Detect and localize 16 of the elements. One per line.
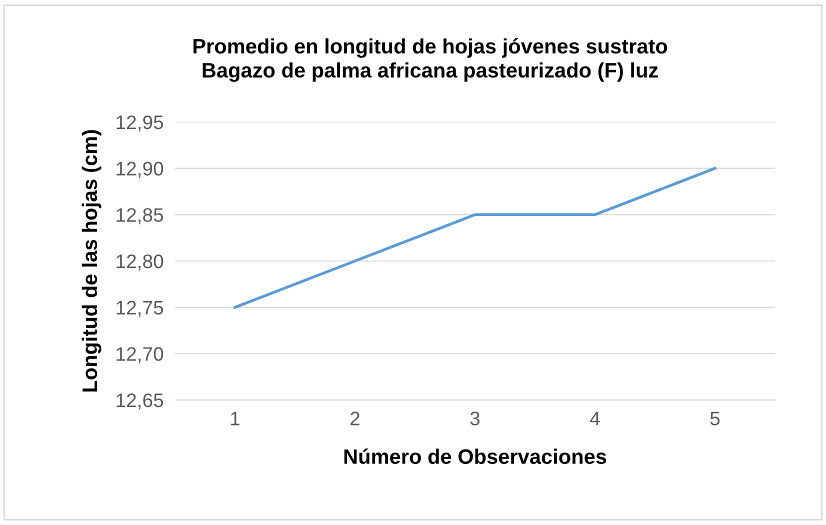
y-tick-label: 12,65 xyxy=(116,393,164,410)
y-tick-label: 12,75 xyxy=(116,300,164,317)
x-tick-label: 3 xyxy=(470,412,480,426)
chart-title: Promedio en longitud de hojas jóvenes sustrato Bagazo de palma africana pasteurizado (F) luz xyxy=(194,38,668,82)
y-tick-label: 12,80 xyxy=(116,254,164,271)
y-tick-label: 12,95 xyxy=(116,115,164,132)
y-tick-label: 12,85 xyxy=(116,208,164,224)
x-axis-title: Número de Observaciones xyxy=(344,448,606,464)
y-tick-label: 12,70 xyxy=(116,347,164,364)
y-tick-label: 12,90 xyxy=(116,162,164,178)
x-tick-label: 4 xyxy=(590,412,600,426)
x-tick-label: 1 xyxy=(231,412,240,426)
line-series xyxy=(234,166,716,309)
x-tick-label: 5 xyxy=(710,412,720,426)
x-tick-label: 2 xyxy=(350,412,360,426)
y-axis-title: Longitud de las hojas (cm) xyxy=(82,130,102,392)
